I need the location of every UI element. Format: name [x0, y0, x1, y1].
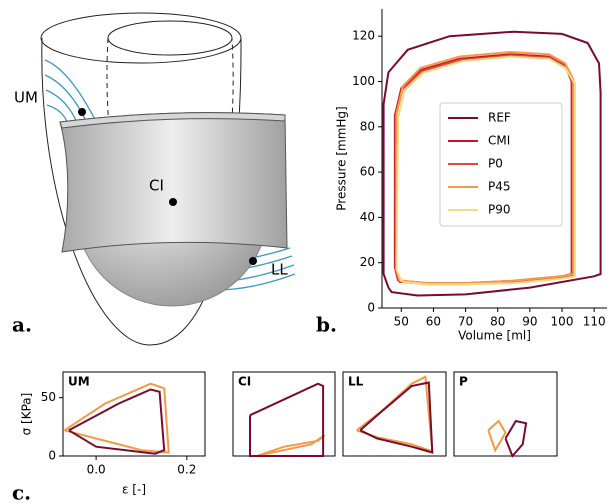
- axes-frame: [62, 371, 206, 457]
- point-um: [78, 108, 86, 116]
- series-line: [487, 419, 507, 453]
- y-tick-label: 0: [48, 449, 56, 463]
- y-tick-label: 40: [360, 210, 375, 224]
- series-line: [504, 419, 528, 458]
- y-tick-label: 50: [41, 390, 56, 404]
- x-tick-label: 50: [394, 315, 409, 329]
- legend-label: P45: [488, 180, 511, 194]
- y-tick-label: 100: [352, 74, 375, 88]
- series-line: [356, 375, 434, 453]
- series-line: [382, 30, 602, 297]
- series-line: [395, 50, 575, 285]
- x-tick-label: 0.2: [177, 463, 196, 477]
- axes-frame: [453, 371, 558, 457]
- x-tick-label: 0.0: [87, 463, 106, 477]
- panel-title: CI: [238, 375, 251, 389]
- x-tick-label: 70: [458, 315, 473, 329]
- y-tick-label: 60: [360, 165, 375, 179]
- panel-title: LL: [348, 375, 364, 389]
- legend-label: P90: [488, 203, 511, 217]
- series-line: [68, 388, 166, 455]
- panel-label: b.: [316, 313, 337, 337]
- panel-title: P: [459, 375, 468, 389]
- x-tick-label: 90: [522, 315, 537, 329]
- series-line: [359, 381, 434, 454]
- x-tick-label: 110: [583, 315, 606, 329]
- y-tick-label: 0: [367, 301, 375, 315]
- series-line: [256, 434, 326, 457]
- diagram-label: LL: [271, 261, 288, 279]
- panel-label: a.: [12, 313, 32, 337]
- y-axis-label: Pressure [mmHg]: [335, 106, 349, 210]
- x-axis-label: Volume [ml]: [458, 329, 531, 343]
- panel-label: c.: [12, 481, 31, 504]
- series-line: [249, 382, 325, 457]
- y-tick-label: 80: [360, 119, 375, 133]
- x-tick-label: 100: [551, 315, 574, 329]
- heart-diagram: [40, 12, 296, 346]
- x-axis-label: ε [-]: [122, 483, 146, 497]
- y-tick-label: 20: [360, 255, 375, 269]
- series-line: [395, 55, 576, 286]
- y-tick-label: 120: [352, 29, 375, 43]
- diagram-label: UM: [14, 89, 38, 107]
- x-tick-label: 80: [490, 315, 505, 329]
- legend-box: [439, 102, 563, 227]
- legend-label: REF: [488, 111, 511, 125]
- legend-label: CMI: [488, 134, 510, 148]
- series-line: [63, 382, 170, 454]
- diagram-label: CI: [149, 177, 164, 195]
- y-axis-label: σ [KPa]: [20, 393, 34, 436]
- axes-frame: [342, 371, 447, 457]
- x-tick-label: 60: [426, 315, 441, 329]
- point-ci: [169, 198, 177, 206]
- point-ll: [249, 257, 257, 265]
- panel-title: UM: [68, 375, 90, 389]
- legend-label: P0: [488, 157, 503, 171]
